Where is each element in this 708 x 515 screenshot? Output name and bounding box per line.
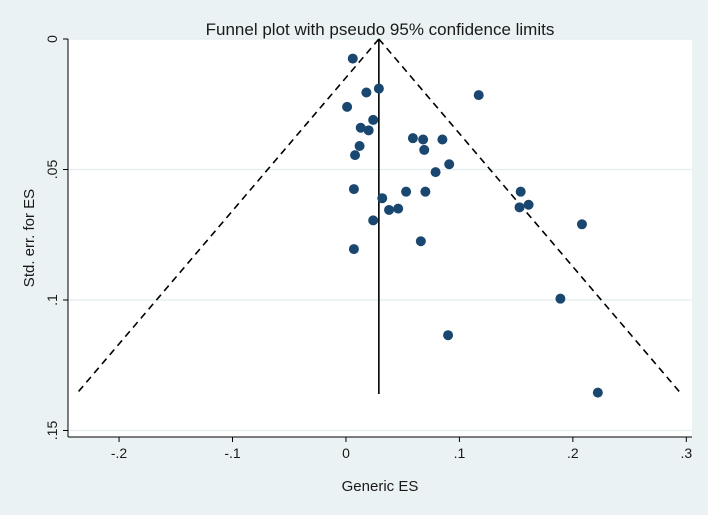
data-point — [368, 215, 379, 226]
data-point — [368, 114, 379, 125]
y-tick-label: .15 — [44, 421, 60, 441]
confidence-limits — [75, 38, 682, 395]
data-point — [555, 293, 566, 304]
data-point — [348, 244, 359, 255]
data-point — [342, 101, 353, 112]
data-point — [418, 134, 429, 145]
data-point — [473, 90, 484, 101]
data-point — [354, 141, 365, 152]
data-point — [514, 202, 525, 213]
y-tick-label: .05 — [44, 160, 60, 180]
data-point — [420, 186, 431, 197]
x-axis-label: Generic ES — [342, 478, 419, 495]
data-point — [401, 186, 412, 197]
x-tick-label: 0 — [342, 445, 350, 461]
data-point — [523, 199, 534, 210]
data-point — [384, 204, 395, 215]
data-point — [363, 125, 374, 136]
lower-confidence-limit — [75, 38, 380, 395]
data-point — [350, 150, 361, 161]
data-point — [377, 193, 388, 204]
x-tick-label: -.1 — [224, 445, 241, 461]
data-point — [347, 53, 358, 64]
data-point — [576, 219, 587, 230]
tick-labels: 0 .05 .1 .15 -.2 -.1 0 .1 .2 .3 — [44, 35, 692, 461]
y-tick-label: 0 — [44, 35, 60, 43]
x-tick-label: -.2 — [111, 445, 128, 461]
data-point — [419, 144, 430, 155]
data-point — [355, 122, 366, 133]
data-point — [430, 167, 441, 178]
data-point — [444, 159, 455, 170]
data-point — [373, 83, 384, 94]
y-tick-label: .1 — [44, 294, 60, 306]
x-tick-label: .3 — [680, 445, 692, 461]
data-point — [443, 330, 454, 341]
gridlines — [68, 38, 692, 432]
data-point — [437, 134, 448, 145]
data-point — [592, 387, 603, 398]
data-point — [415, 236, 426, 247]
y-axis-label: Std. err. for ES — [21, 189, 38, 287]
plot-area — [68, 39, 692, 437]
chart-title: Funnel plot with pseudo 95% confidence l… — [206, 20, 555, 39]
data-point — [393, 203, 404, 214]
data-point — [348, 184, 359, 195]
data-points — [342, 53, 603, 398]
data-point — [361, 87, 372, 98]
data-point — [515, 186, 526, 197]
axes — [63, 38, 692, 442]
x-tick-label: .1 — [454, 445, 466, 461]
data-point — [407, 133, 418, 144]
upper-confidence-limit — [378, 38, 682, 395]
x-tick-label: .2 — [567, 445, 579, 461]
